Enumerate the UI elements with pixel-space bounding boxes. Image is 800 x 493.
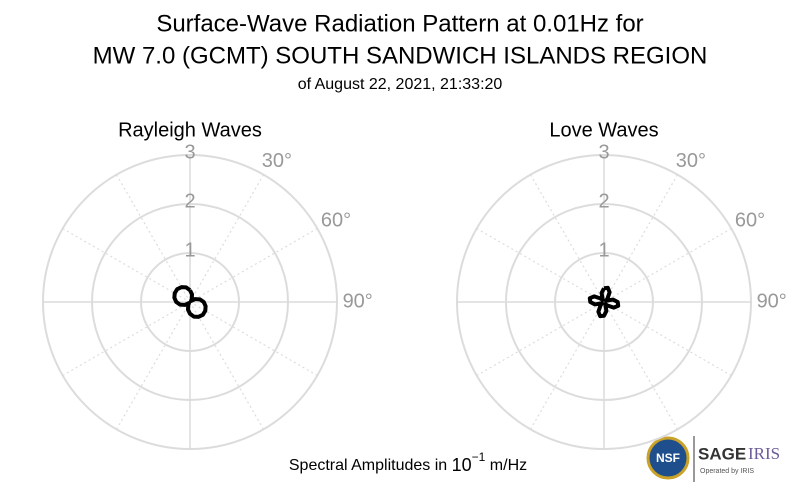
r-tick-label: 3 bbox=[598, 141, 609, 163]
nsf-text: NSF bbox=[656, 451, 680, 465]
theta-grid-line bbox=[115, 174, 191, 303]
theta-tick-label: 90° bbox=[343, 290, 373, 312]
operated-text: Operated by IRIS bbox=[700, 468, 754, 475]
theta-grid-line bbox=[189, 301, 265, 430]
theta-grid-line bbox=[115, 301, 191, 430]
subplot-title: Rayleigh Waves bbox=[118, 119, 262, 141]
theta-grid-line bbox=[62, 227, 191, 303]
theta-tick-label: 60° bbox=[735, 209, 765, 231]
r-grid-circle bbox=[91, 203, 289, 401]
r-grid-circle bbox=[456, 154, 752, 450]
theta-grid-line bbox=[603, 301, 679, 430]
nsf-logo bbox=[646, 436, 690, 480]
iris-text: IRIS bbox=[748, 444, 780, 463]
theta-grid-line bbox=[529, 174, 605, 303]
theta-grid-line bbox=[62, 301, 191, 377]
r-grid-circle bbox=[554, 252, 654, 352]
theta-tick-label: 30° bbox=[262, 150, 292, 172]
footer-exponent: −1 bbox=[472, 450, 486, 464]
theta-grid-line bbox=[476, 301, 605, 377]
footer: Spectral Amplitudes in 10−1 m/Hz bbox=[289, 450, 527, 475]
title-line: Surface-Wave Radiation Pattern at 0.01Hz… bbox=[156, 10, 643, 37]
logos: NSF SAGE IRIS Operated by IRIS bbox=[646, 436, 780, 482]
title-line: MW 7.0 (GCMT) SOUTH SANDWICH ISLANDS REG… bbox=[93, 42, 708, 69]
r-grid-circle bbox=[42, 154, 338, 450]
theta-tick-label: 30° bbox=[676, 150, 706, 172]
footer-unit: m/Hz bbox=[485, 457, 527, 474]
r-grid-circle bbox=[505, 203, 703, 401]
radiation-pattern bbox=[172, 285, 208, 319]
r-grid-circle bbox=[140, 252, 240, 352]
theta-tick-label: 60° bbox=[321, 209, 351, 231]
r-tick-label: 2 bbox=[598, 190, 609, 212]
theta-tick-label: 90° bbox=[757, 290, 787, 312]
radiation-pattern bbox=[587, 285, 621, 319]
theta-grid-line bbox=[476, 227, 605, 303]
theta-grid-line bbox=[529, 301, 605, 430]
theta-grid-line bbox=[603, 301, 732, 377]
r-tick-label: 1 bbox=[184, 239, 195, 261]
r-tick-label: 1 bbox=[598, 239, 609, 261]
theta-grid-line bbox=[603, 227, 732, 303]
theta-grid-line bbox=[189, 227, 318, 303]
r-tick-label: 2 bbox=[184, 190, 195, 212]
footer-base: 10 bbox=[452, 455, 472, 475]
theta-grid-line bbox=[603, 174, 679, 303]
footer-text: Spectral Amplitudes in bbox=[289, 457, 452, 474]
sage-text: SAGE bbox=[698, 444, 746, 463]
subplot-title: Love Waves bbox=[549, 119, 658, 141]
theta-grid-line bbox=[189, 174, 265, 303]
subtitle: of August 22, 2021, 21:33:20 bbox=[298, 76, 503, 93]
theta-grid-line bbox=[189, 301, 318, 377]
r-tick-label: 3 bbox=[184, 141, 195, 163]
